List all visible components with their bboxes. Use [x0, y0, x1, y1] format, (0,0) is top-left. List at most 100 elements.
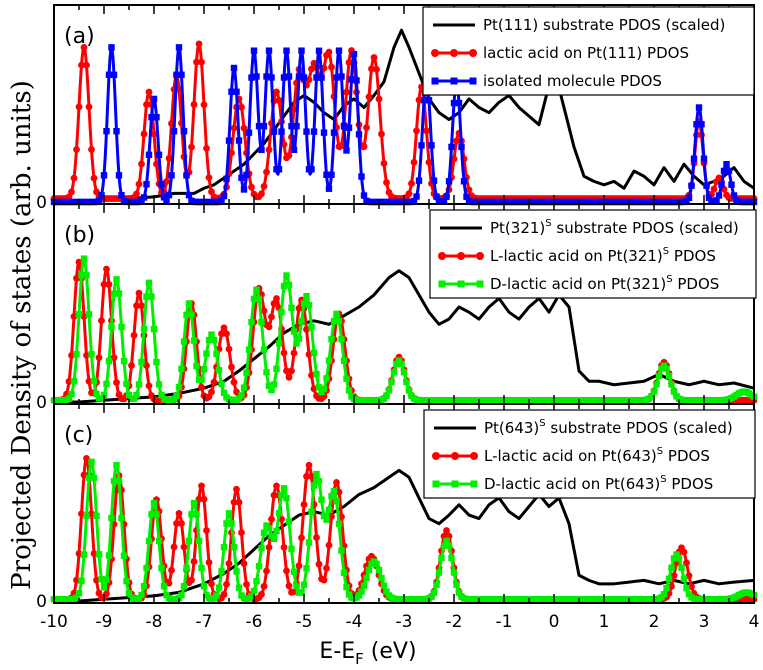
panel-1-series-2-point-45: [163, 178, 170, 185]
panel-2-series-2-point-84: [260, 307, 268, 315]
x-tick-label--2: -2: [446, 612, 463, 632]
x-tick-label-2: 2: [649, 612, 660, 632]
panel-2-series-3-point-14: [85, 311, 93, 318]
x-tick-label-4: 4: [749, 612, 760, 632]
panel-3-series-3-point-51: [178, 591, 185, 599]
panel-3-series-3-point-71: [228, 520, 235, 527]
panel-3-series-3-point-102: [305, 539, 313, 546]
panel-1-series-3-point-94: [285, 73, 293, 80]
panel-1-series-2-point-61: [203, 144, 210, 152]
panel-2-series-3-point-10: [75, 311, 83, 318]
panel-1-series-3-point-43: [158, 181, 165, 188]
legend-text-main: L-lactic acid on Pt(643): [484, 447, 657, 465]
panel-2-series-2-point-98: [295, 304, 303, 312]
panel-1-series-3-point-98: [295, 73, 303, 80]
x-tick-label--1: -1: [496, 612, 513, 632]
panel-2-series-3-point-87: [268, 386, 275, 394]
panel-1-series-3-point-73: [233, 88, 240, 95]
panel-1-series-2-point-264: [710, 185, 718, 193]
panel-3-series-2-point-106: [315, 560, 323, 568]
panel-1-series-3-point-159: [448, 143, 455, 151]
panel-1-legend-marker-3-0: [431, 77, 439, 85]
panel-1-series-3-point-255: [688, 182, 695, 189]
panel-3-series-3-point-80: [250, 587, 258, 595]
panel-1-series-3-point-74: [235, 137, 243, 144]
panel-3-series-2-point-17: [93, 576, 100, 584]
panel-2-legend-marker-3-0: [438, 280, 446, 288]
panel-1-series-2-point-79: [248, 183, 255, 191]
panel-1-series-3-point-92: [280, 74, 288, 81]
panel-1-series-2-point-33: [133, 190, 140, 198]
legend-text-post: substrate PDOS (scaled): [552, 219, 739, 237]
panel-3-series-3-point-37: [143, 564, 150, 572]
panel-2-series-3-point-112: [330, 317, 338, 325]
panel-1-series-3-point-109: [323, 171, 330, 178]
panel-1-series-3-point-122: [355, 131, 363, 138]
panel-1-series-3-point-83: [258, 146, 265, 154]
panel-1-series-3-point-118: [345, 124, 353, 131]
panel-2-series-1-line: [54, 269, 755, 404]
panel-1-series-2-point-102: [305, 76, 313, 84]
panel-3-series-2-point-87: [268, 515, 275, 523]
panel-1-series-2-point-60: [200, 101, 208, 109]
legend-text-main: L-lactic acid on Pt(321): [490, 247, 663, 265]
panel-3-series-3-point-92: [280, 485, 288, 492]
panel-3-series-3-point-115: [338, 547, 345, 554]
panel-2-series-3-point-109: [323, 375, 330, 382]
panel-2-series-2-point-71: [228, 363, 235, 371]
panel-3-series-3-point-156: [440, 542, 448, 549]
panel-1-series-3-point-158: [445, 178, 453, 185]
panel-2-series-3-point-8: [70, 377, 78, 385]
panel-1-series-2-point-115: [338, 142, 345, 150]
panel-2-legend-marker-2-2: [476, 252, 484, 260]
panel-1-series-3-point-156: [440, 197, 448, 205]
panel-1-series-2-point-34: [135, 180, 143, 188]
panel-2-series-3-point-33: [133, 391, 140, 399]
panel-2-series-3-point-245: [663, 365, 670, 372]
panel-2-series-3-point-81: [253, 286, 260, 293]
panel-2-series-3-point-84: [260, 346, 268, 353]
panel-3-series-3-point-113: [333, 497, 340, 505]
panel-3-series-2-point-76: [240, 560, 248, 567]
panel-1-series-2-point-130: [375, 95, 383, 103]
panel-3-series-3-point-117: [343, 583, 350, 591]
panel-3-series-3-point-245: [663, 584, 670, 592]
panel-2-series-3-point-29: [123, 380, 130, 388]
panel-3-legend-box: [423, 409, 756, 499]
panel-1-series-3-point-145: [413, 193, 420, 200]
panel-2-series-3-point-140: [400, 369, 408, 376]
panel-3-series-2-point-72: [230, 498, 238, 506]
panel-2-legend-marker-3-1: [457, 280, 465, 288]
panel-2-series-3-point-91: [278, 309, 285, 316]
panel-1-series-2-point-76: [240, 124, 248, 132]
panel-3-series-2-point-10: [75, 550, 83, 557]
panel-3-series-2-point-157: [443, 527, 450, 534]
panel-2-series-2-point-32: [130, 331, 138, 339]
panel-3-series-3-point-93: [283, 494, 290, 502]
panel-2-series-3-point-246: [665, 372, 673, 380]
panel-2-zero-label: 0: [36, 393, 47, 413]
panel-2-legend-label-2: L-lactic acid on Pt(321)S PDOS: [490, 246, 716, 265]
panel-3-series-3-point-13: [83, 512, 90, 520]
panel-1-series-3-point-97: [293, 122, 300, 130]
panel-3-series-3-point-59: [198, 564, 205, 572]
panel-2-series-2-point-20: [100, 281, 108, 288]
text-layer: Projected Density of states (arb. units)…: [7, 6, 760, 668]
panel-3-series-2-point-62: [205, 559, 213, 566]
panel-1-series-3-point-151: [428, 142, 435, 149]
panel-1-series-3-point-68: [220, 192, 228, 200]
panel-3-label: (c): [64, 423, 93, 448]
panel-1-series-2-point-127: [368, 65, 375, 73]
panel-1-series-3-point-105: [313, 74, 320, 81]
panel-2-series-3-point-27: [118, 323, 125, 331]
panel-2-series-3-point-77: [243, 369, 250, 376]
panel-1-series-2-point-86: [265, 146, 273, 154]
panel-1-series-3-point-272: [730, 192, 738, 199]
panel-1-series-3-point-148: [420, 97, 428, 104]
panel-1-series-3-point-41: [153, 114, 160, 121]
panel-1-series-3-point-112: [330, 129, 338, 136]
panel-1-series-2-point-94: [285, 152, 293, 159]
x-tick-label--4: -4: [346, 612, 363, 632]
panel-1-series-3-point-271: [728, 181, 735, 188]
panel-3-series-2-point-11: [78, 510, 85, 518]
